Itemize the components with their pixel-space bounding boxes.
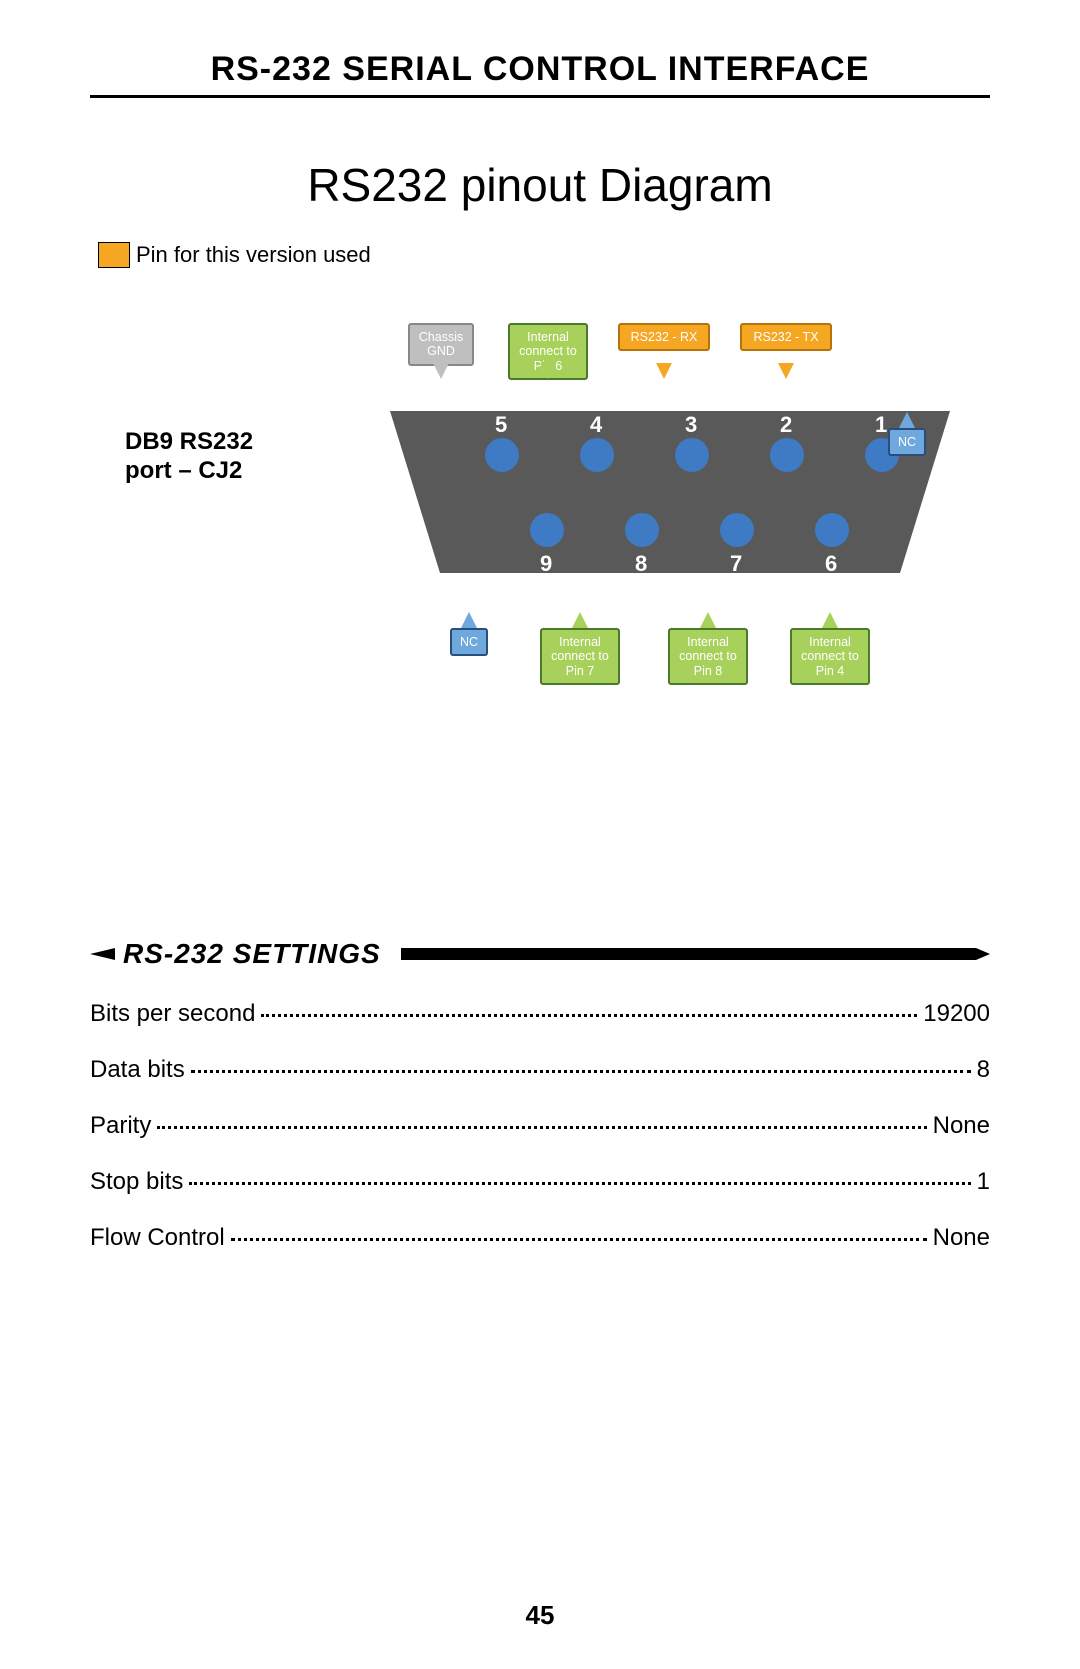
setting-row: Bits per second 19200 — [90, 1000, 990, 1028]
setting-row: Stop bits 1 — [90, 1168, 990, 1196]
port-label-line2: port – CJ2 — [125, 457, 242, 484]
settings-heading: RS-232 SETTINGS — [90, 938, 990, 970]
settings-table: Bits per second 19200 Data bits 8 Parity None… — [90, 1000, 990, 1252]
pinout-diagram: DB9 RS232 port – CJ2 5 4 3 2 1 9 8 7 6 Chassis GN… — [90, 298, 990, 728]
setting-leader — [261, 1014, 917, 1017]
page-number: 45 — [0, 1600, 1080, 1631]
setting-row: Flow Control None — [90, 1224, 990, 1252]
setting-value: None — [933, 1112, 990, 1140]
document-page: RS-232 SERIAL CONTROL INTERFACE RS232 pi… — [0, 0, 1080, 1669]
legend-text: Pin for this version used — [136, 242, 371, 268]
legend-swatch — [98, 242, 130, 268]
pin-number: 4 — [590, 412, 602, 438]
callout-pin-2: RS232 - TX — [740, 323, 832, 351]
setting-leader — [157, 1126, 926, 1129]
pin-number: 6 — [825, 551, 837, 577]
setting-leader — [189, 1182, 970, 1185]
pin-number: 5 — [495, 412, 507, 438]
pin-2 — [770, 438, 804, 472]
heading-bar-left — [90, 948, 115, 960]
heading-bar-right — [401, 948, 990, 960]
settings-title: RS-232 SETTINGS — [123, 938, 381, 970]
pin-number: 1 — [875, 412, 887, 438]
page-title: RS-232 SERIAL CONTROL INTERFACE — [90, 50, 990, 89]
pin-9 — [530, 513, 564, 547]
setting-value: None — [933, 1224, 990, 1252]
setting-row: Data bits 8 — [90, 1056, 990, 1084]
pin-number: 7 — [730, 551, 742, 577]
pin-7 — [720, 513, 754, 547]
pin-number: 2 — [780, 412, 792, 438]
port-label: DB9 RS232 port – CJ2 — [125, 428, 253, 486]
pin-8 — [625, 513, 659, 547]
pin-5 — [485, 438, 519, 472]
pin-3 — [675, 438, 709, 472]
setting-leader — [191, 1070, 971, 1073]
setting-row: Parity None — [90, 1112, 990, 1140]
setting-value: 1 — [977, 1168, 990, 1196]
setting-label: Flow Control — [90, 1224, 225, 1252]
legend: Pin for this version used — [98, 242, 990, 268]
setting-label: Bits per second — [90, 1000, 255, 1028]
setting-value: 8 — [977, 1056, 990, 1084]
pin-6 — [815, 513, 849, 547]
callout-pin-1: NC — [888, 428, 926, 456]
callout-pin-9: NC — [450, 628, 488, 656]
pin-number: 8 — [635, 551, 647, 577]
pin-number: 9 — [540, 551, 552, 577]
callout-pin-7: Internal connect to Pin 8 — [668, 628, 748, 685]
setting-value: 19200 — [923, 1000, 990, 1028]
callout-pin-3: RS232 - RX — [618, 323, 710, 351]
callout-pin-5: Chassis GND — [408, 323, 474, 366]
setting-label: Parity — [90, 1112, 151, 1140]
pin-4 — [580, 438, 614, 472]
title-rule — [90, 95, 990, 98]
setting-label: Stop bits — [90, 1168, 183, 1196]
port-label-line1: DB9 RS232 — [125, 428, 253, 455]
setting-label: Data bits — [90, 1056, 185, 1084]
pin-number: 3 — [685, 412, 697, 438]
db9-connector: 5 4 3 2 1 9 8 7 6 — [390, 393, 950, 603]
diagram-title: RS232 pinout Diagram — [90, 158, 990, 212]
callout-pin-6: Internal connect to Pin 4 — [790, 628, 870, 685]
callout-pin-8: Internal connect to Pin 7 — [540, 628, 620, 685]
setting-leader — [231, 1238, 927, 1241]
